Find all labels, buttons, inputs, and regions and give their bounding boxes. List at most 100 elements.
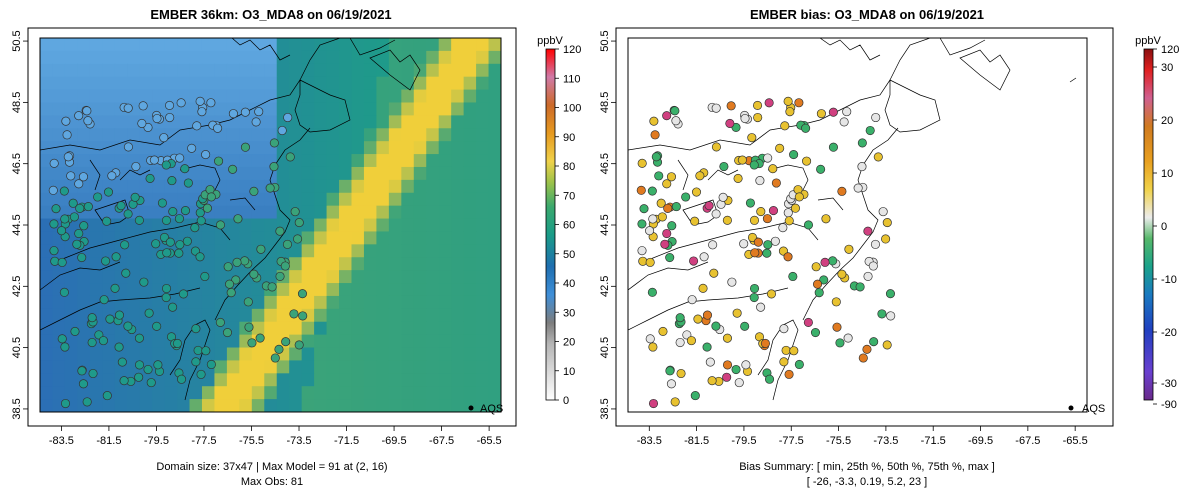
aqs-site — [766, 289, 777, 299]
colorbar-tick-label: 10 — [563, 366, 575, 378]
heat-cell — [376, 128, 390, 142]
heat-cell — [488, 399, 501, 412]
heat-cell — [488, 38, 501, 52]
aqs-site — [756, 207, 766, 217]
heat-cell — [214, 270, 228, 284]
heat-cell — [264, 295, 278, 310]
heat-cell — [314, 373, 328, 387]
heat-cell — [388, 321, 402, 336]
heat-cell — [351, 179, 365, 194]
heat-cell — [214, 205, 228, 220]
heat-cell — [114, 89, 128, 104]
aqs-site — [647, 287, 657, 297]
heat-cell — [376, 231, 390, 245]
aqs-site — [159, 232, 170, 243]
heat-cell — [488, 283, 501, 297]
x-tick-label: -83.5 — [49, 435, 74, 447]
heat-cell — [40, 115, 54, 129]
heat-cell — [401, 373, 415, 387]
heat-cell — [52, 347, 66, 362]
heat-cell — [451, 192, 465, 207]
heat-cell — [139, 205, 153, 220]
aqs-site — [645, 226, 655, 236]
heat-cell — [401, 179, 415, 194]
bias-colorbar-unit: ppbV — [1135, 35, 1161, 47]
heat-cell — [77, 128, 91, 142]
aqs-site — [882, 340, 892, 350]
heat-cell — [388, 283, 402, 297]
heat-cell — [251, 386, 265, 400]
heat-cell — [114, 218, 128, 233]
bias-plot-outer — [615, 27, 1114, 427]
aqs-site — [762, 214, 772, 224]
heat-cell — [451, 308, 465, 323]
aqs-site — [783, 252, 793, 262]
aqs-site — [289, 309, 299, 319]
aqs-site — [865, 125, 875, 136]
heat-cell — [438, 166, 452, 181]
heat-cell — [251, 231, 265, 245]
x-tick-label: -69.5 — [382, 435, 407, 447]
x-tick-label: -81.5 — [96, 435, 121, 447]
bias-coastlines — [628, 38, 1077, 401]
heat-cell — [102, 205, 116, 220]
model-aqs-legend-marker — [468, 405, 474, 411]
aqs-site — [711, 142, 721, 152]
heat-cell — [351, 141, 365, 155]
heat-cell — [488, 308, 501, 323]
heat-cell — [363, 141, 378, 155]
aqs-site — [87, 337, 97, 348]
colorbar-tick-label: 50 — [563, 249, 575, 261]
heat-cell — [363, 295, 378, 310]
heat-cell — [102, 360, 116, 374]
aqs-site — [828, 142, 838, 152]
heat-cell — [438, 360, 452, 374]
aqs-site — [134, 360, 145, 370]
heat-cell — [301, 192, 315, 207]
heat-cell — [89, 218, 103, 233]
heat-cell — [226, 38, 240, 52]
heat-cell — [276, 321, 290, 336]
heat-cell — [89, 128, 103, 142]
heat-cell — [127, 283, 141, 297]
heat-cell — [351, 244, 365, 258]
heat-cell — [214, 360, 228, 374]
heat-cell — [201, 244, 216, 258]
heat-cell — [214, 399, 228, 412]
heat-cell — [301, 295, 315, 310]
aqs-site — [144, 308, 154, 318]
y-tick-label: 48.5 — [11, 92, 23, 113]
heat-cell — [301, 115, 315, 129]
heat-cell — [339, 399, 353, 412]
heat-cell — [152, 334, 166, 349]
aqs-site — [657, 212, 667, 222]
heat-cell — [488, 295, 501, 310]
heat-cell — [214, 347, 228, 362]
heat-cell — [301, 231, 315, 245]
aqs-site — [753, 112, 763, 123]
heat-cell — [289, 192, 303, 207]
aqs-site — [863, 271, 873, 281]
heat-cell — [251, 192, 265, 207]
heat-cell — [426, 308, 440, 323]
heat-cell — [401, 76, 415, 91]
heat-cell — [388, 154, 402, 168]
heat-cell — [139, 386, 153, 400]
heat-cell — [251, 295, 265, 310]
aqs-site — [858, 353, 868, 363]
aqs-site — [741, 360, 751, 370]
heat-cell — [326, 334, 340, 349]
aqs-site — [747, 232, 758, 243]
heat-cell — [413, 295, 427, 310]
aqs-site — [702, 342, 712, 352]
heat-cell — [388, 334, 402, 349]
heat-cell — [64, 386, 78, 400]
y-tick-label: 42.5 — [599, 276, 611, 297]
x-tick-label: -81.5 — [684, 435, 709, 447]
heat-cell — [488, 231, 501, 245]
aqs-site — [153, 360, 163, 370]
heat-cell — [376, 334, 390, 349]
heat-cell — [326, 63, 340, 78]
heat-cell — [77, 63, 91, 78]
heat-cell — [52, 76, 66, 91]
